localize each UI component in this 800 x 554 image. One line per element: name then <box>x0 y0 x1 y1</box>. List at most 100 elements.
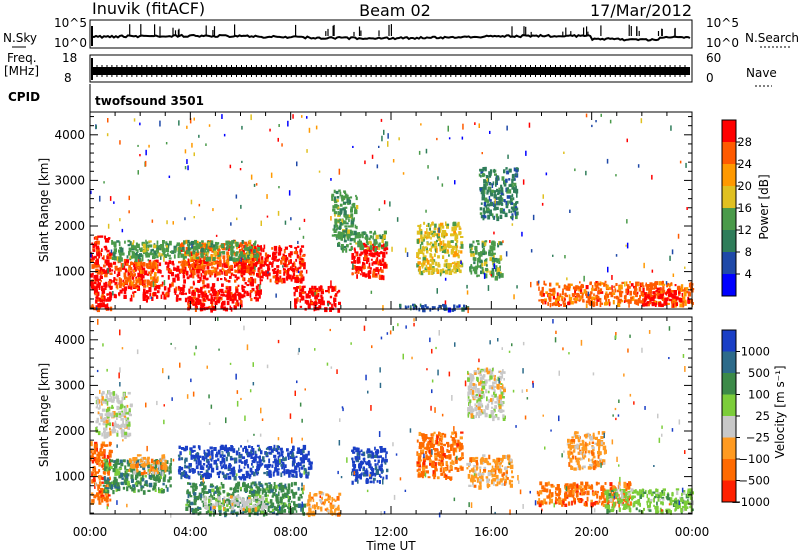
data-cell <box>542 194 544 199</box>
data-cell <box>293 287 297 290</box>
data-cell <box>198 134 200 138</box>
data-cell <box>292 493 296 499</box>
data-cell <box>166 247 169 252</box>
data-cell <box>214 273 217 278</box>
data-cell <box>254 240 257 244</box>
data-cell <box>235 262 239 267</box>
data-cell <box>184 255 187 259</box>
data-cell <box>610 292 614 298</box>
data-cell <box>113 248 117 253</box>
data-cell <box>494 198 496 204</box>
data-cell <box>569 209 571 213</box>
data-cell <box>195 460 198 465</box>
data-cell <box>286 471 290 474</box>
data-cell <box>672 273 675 277</box>
data-cell <box>371 154 374 159</box>
data-cell <box>208 305 211 310</box>
data-cell <box>280 463 283 467</box>
data-cell <box>245 265 249 268</box>
data-cell <box>344 236 346 241</box>
data-cell <box>318 299 321 303</box>
data-cell <box>482 271 485 275</box>
data-cell <box>296 277 299 281</box>
data-cell <box>99 453 103 456</box>
data-cell <box>148 253 151 258</box>
data-cell <box>110 484 114 490</box>
data-cell <box>486 191 489 195</box>
data-cell <box>99 195 101 202</box>
data-cell <box>185 239 188 244</box>
data-cell <box>428 248 431 251</box>
data-cell <box>661 303 664 308</box>
data-cell <box>199 245 202 249</box>
data-cell <box>232 297 234 301</box>
data-cell <box>562 288 564 292</box>
data-cell <box>330 280 332 286</box>
data-cell <box>272 461 275 464</box>
data-cell <box>335 234 339 238</box>
data-cell <box>433 227 437 231</box>
data-cell <box>229 464 232 467</box>
data-cell <box>138 454 142 457</box>
data-cell <box>515 185 517 190</box>
data-cell <box>235 450 239 456</box>
data-cell <box>93 494 97 499</box>
data-cell <box>98 469 101 473</box>
data-cell <box>145 253 149 258</box>
data-cell <box>250 249 254 254</box>
data-cell <box>221 294 225 297</box>
data-cell <box>158 262 162 267</box>
data-cell <box>184 149 187 154</box>
data-cell <box>147 468 150 474</box>
data-cell <box>591 124 593 128</box>
data-cell <box>299 279 303 284</box>
data-cell <box>439 244 441 248</box>
data-cell <box>239 302 243 306</box>
data-cell <box>222 474 227 479</box>
data-cell <box>514 206 518 209</box>
data-cell <box>225 270 229 273</box>
data-cell <box>437 262 440 265</box>
data-cell <box>288 253 292 257</box>
data-cell <box>139 460 141 464</box>
data-cell <box>128 268 130 272</box>
data-cell <box>237 244 239 247</box>
data-cell <box>206 265 210 270</box>
colorbar-swatch <box>722 274 736 296</box>
data-cell <box>297 461 300 467</box>
data-cell <box>485 264 488 267</box>
data-cell <box>492 181 495 186</box>
data-cell <box>107 253 110 257</box>
data-cell <box>289 469 292 475</box>
data-cell <box>493 231 495 235</box>
data-cell <box>299 271 303 277</box>
data-cell <box>350 207 353 211</box>
data-cell <box>351 255 354 260</box>
data-cell <box>207 466 210 470</box>
data-cell <box>453 265 456 270</box>
data-cell <box>649 292 652 298</box>
data-cell <box>435 261 438 266</box>
data-cell <box>375 273 378 276</box>
data-cell <box>199 455 202 458</box>
data-cell <box>125 479 128 483</box>
data-cell <box>381 274 384 280</box>
data-cell <box>145 480 148 484</box>
data-cell <box>587 291 590 297</box>
data-cell <box>443 308 446 311</box>
data-cell <box>201 244 205 248</box>
data-cell <box>256 466 260 470</box>
data-cell <box>136 243 140 248</box>
data-cell <box>196 249 199 253</box>
data-cell <box>530 281 532 288</box>
data-cell <box>600 291 604 294</box>
data-cell <box>194 297 198 300</box>
data-cell <box>140 458 144 463</box>
data-cell <box>240 445 242 448</box>
data-cell <box>265 270 268 275</box>
data-cell <box>161 462 165 465</box>
data-cell <box>300 473 303 478</box>
data-cell <box>99 266 102 272</box>
data-cell <box>142 478 144 482</box>
data-cell <box>237 469 241 473</box>
